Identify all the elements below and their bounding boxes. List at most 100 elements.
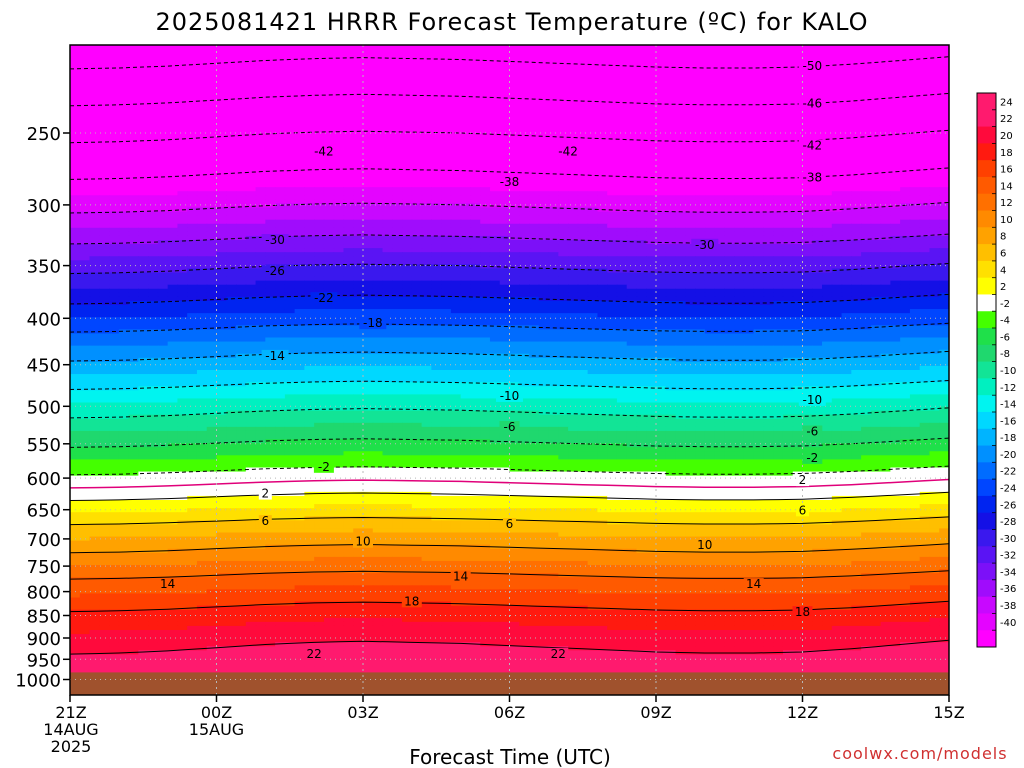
temperature-cell (392, 126, 403, 131)
temperature-cell (343, 203, 354, 209)
temperature-cell (128, 183, 139, 188)
temperature-cell (372, 81, 384, 87)
temperature-cell (363, 154, 374, 160)
temperature-cell (665, 49, 677, 54)
temperature-cell (782, 85, 794, 91)
temperature-cell (411, 231, 423, 237)
temperature-cell (187, 240, 198, 245)
temperature-cell (314, 81, 325, 87)
temperature-cell (343, 183, 354, 188)
temperature-cell (695, 154, 706, 160)
temperature-cell (177, 191, 188, 196)
temperature-cell (636, 240, 647, 245)
temperature-cell (734, 73, 745, 79)
temperature-cell (236, 114, 247, 119)
temperature-cell (782, 264, 794, 270)
temperature-cell (909, 264, 921, 270)
temperature-cell (79, 65, 91, 70)
temperature-cell (216, 110, 227, 115)
temperature-cell (646, 215, 657, 221)
temperature-cell (870, 207, 882, 213)
temperature-cell (402, 170, 413, 176)
temperature-cell (99, 85, 110, 91)
temperature-cell (314, 57, 325, 62)
temperature-cell (333, 89, 345, 95)
temperature-cell (900, 93, 911, 99)
temperature-cell (411, 154, 423, 160)
temperature-cell (695, 211, 706, 217)
temperature-cell (753, 142, 765, 148)
temperature-cell (118, 248, 130, 253)
temperature-cell (870, 118, 882, 123)
temperature-cell (363, 252, 374, 257)
temperature-cell (138, 219, 149, 225)
temperature-cell (411, 170, 423, 176)
temperature-cell (675, 256, 686, 261)
temperature-cell (314, 203, 325, 209)
temperature-cell (138, 207, 149, 213)
temperature-cell (890, 81, 901, 87)
temperature-cell (99, 203, 110, 209)
temperature-cell (470, 105, 481, 111)
temperature-cell (802, 154, 813, 160)
temperature-cell (773, 77, 784, 83)
temperature-cell (411, 93, 423, 99)
temperature-cell (704, 89, 716, 95)
temperature-cell (314, 73, 325, 79)
temperature-cell (695, 187, 706, 192)
temperature-cell (99, 187, 110, 192)
temperature-cell (577, 150, 589, 156)
temperature-cell (275, 244, 286, 249)
temperature-cell (704, 122, 716, 127)
temperature-cell (636, 77, 647, 83)
temperature-cell (411, 191, 423, 196)
temperature-cell (656, 105, 667, 111)
temperature-cell (646, 219, 657, 225)
temperature-cell (822, 122, 833, 127)
temperature-cell (89, 244, 100, 249)
temperature-cell (558, 227, 569, 233)
temperature-cell (489, 105, 501, 111)
temperature-cell (323, 211, 335, 217)
temperature-cell (226, 89, 237, 95)
temperature-cell (99, 235, 110, 241)
temperature-cell (870, 146, 882, 152)
temperature-cell (177, 158, 188, 164)
temperature-cell (626, 122, 638, 127)
temperature-cell (411, 142, 423, 148)
temperature-cell (255, 105, 266, 111)
temperature-cell (89, 81, 100, 87)
temperature-cell (255, 179, 266, 184)
temperature-cell (919, 215, 931, 221)
temperature-cell (226, 256, 237, 261)
temperature-cell (929, 166, 940, 172)
temperature-cell (851, 183, 862, 188)
temperature-cell (568, 69, 579, 75)
temperature-cell (206, 215, 218, 221)
temperature-cell (304, 57, 315, 62)
temperature-cell (802, 158, 813, 164)
temperature-cell (118, 93, 130, 99)
temperature-cell (441, 138, 452, 144)
temperature-cell (167, 134, 179, 140)
temperature-cell (577, 170, 589, 176)
temperature-cell (646, 207, 657, 213)
temperature-cell (187, 69, 198, 75)
temperature-cell (148, 175, 159, 180)
temperature-cell (431, 89, 442, 95)
temperature-cell (167, 73, 179, 79)
temperature-cell (929, 65, 940, 70)
temperature-cell (792, 118, 804, 123)
temperature-cell (216, 227, 227, 233)
temperature-cell (636, 69, 647, 75)
temperature-cell (890, 162, 901, 168)
temperature-cell (255, 114, 266, 119)
temperature-cell (714, 191, 725, 196)
temperature-cell (656, 65, 667, 70)
temperature-cell (792, 179, 804, 184)
temperature-cell (861, 77, 872, 83)
temperature-cell (236, 89, 247, 95)
temperature-cell (646, 158, 657, 164)
temperature-cell (724, 191, 735, 196)
temperature-cell (187, 264, 198, 270)
